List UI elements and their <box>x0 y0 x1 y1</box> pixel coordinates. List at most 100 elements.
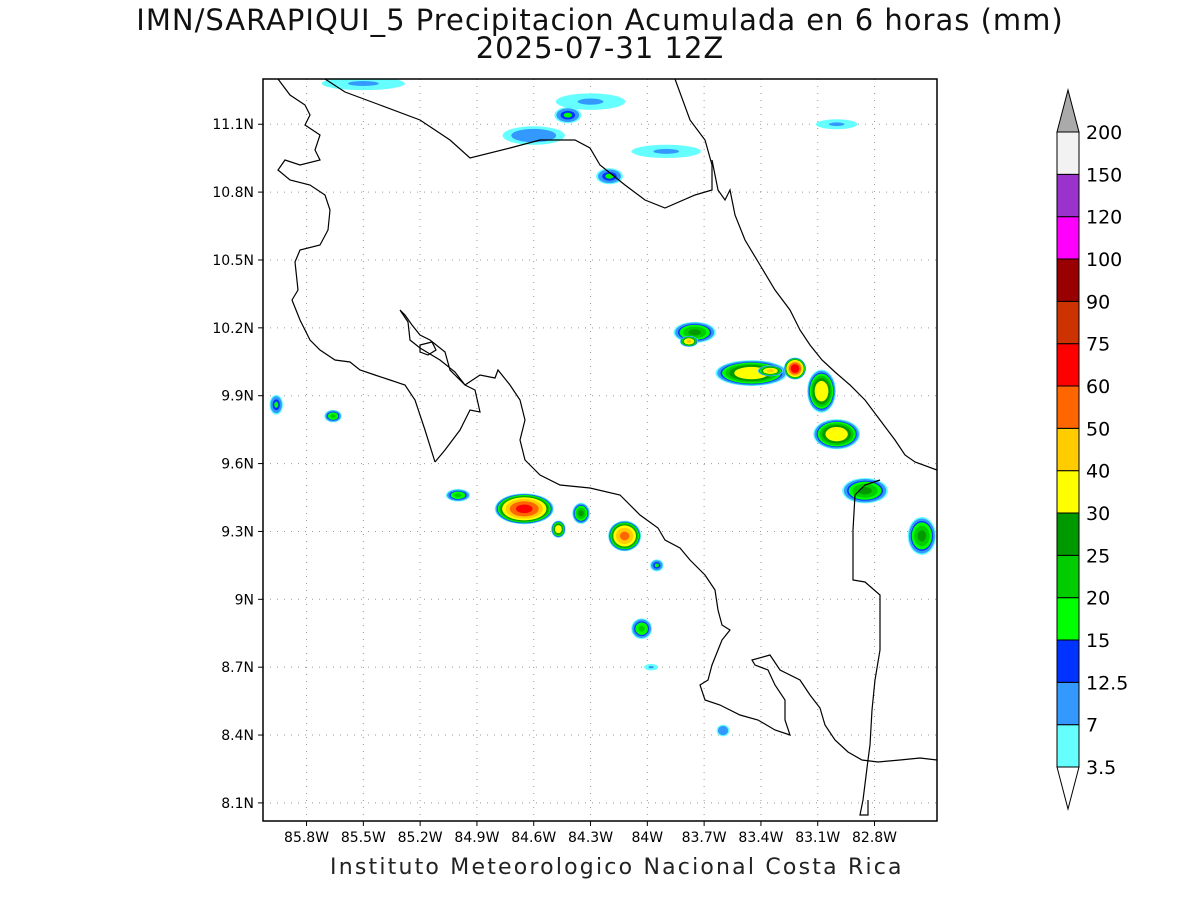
colorbar-label: 40 <box>1086 461 1110 483</box>
precip-cell <box>679 335 699 347</box>
precip-cell <box>842 478 889 504</box>
panama-border <box>852 479 881 816</box>
lat-tick-label: 8.7N <box>221 660 254 676</box>
precip-contour <box>858 487 872 495</box>
precip-cell <box>716 724 730 737</box>
precip-cell <box>445 489 471 502</box>
map-title: IMN/SARAPIQUI_5 Precipitacion Acumulada … <box>136 3 1064 37</box>
lon-tick-label: 84W <box>631 830 663 846</box>
colorbar-segment <box>1056 131 1080 175</box>
precip-cell <box>813 419 861 450</box>
lon-tick-label: 85.8W <box>284 830 329 846</box>
precip-cell <box>608 520 642 552</box>
nicaragua-border <box>324 79 713 209</box>
plot-background <box>263 79 937 821</box>
precip-cell <box>650 559 664 572</box>
precip-contour <box>605 173 614 179</box>
colorbar-under-arrow <box>1056 766 1080 811</box>
colorbar-label: 3.5 <box>1086 757 1116 779</box>
precip-contour <box>686 339 692 343</box>
colorbar-segment <box>1056 343 1080 387</box>
colorbar-label: 25 <box>1086 545 1110 567</box>
lat-tick-label: 9.3N <box>221 524 254 540</box>
lon-tick-label: 83.4W <box>738 830 783 846</box>
colorbar-label: 60 <box>1086 376 1110 398</box>
precip-cell <box>631 618 653 640</box>
precip-cell <box>631 144 701 159</box>
colorbar-segment <box>1056 639 1080 683</box>
map-subtitle-date: 2025-07-31 12Z <box>475 31 725 65</box>
precip-cell <box>807 369 836 413</box>
precipitation-field <box>269 79 936 737</box>
lat-tick-label: 11.1N <box>212 117 254 133</box>
colorbar-segment <box>1056 470 1080 514</box>
nicoya-island <box>419 341 437 356</box>
colorbar-label: 30 <box>1086 503 1110 525</box>
colorbar-segment <box>1056 512 1080 556</box>
precip-cell <box>596 168 623 185</box>
colorbar-label: 90 <box>1086 291 1110 313</box>
precip-cell <box>321 79 405 91</box>
nicoya-gulf <box>399 309 481 463</box>
precip-contour <box>554 525 562 534</box>
grid-lines <box>263 79 937 821</box>
lat-tick-label: 9.6N <box>221 457 254 473</box>
lon-tick-label: 82.8W <box>852 830 897 846</box>
lat-tick-label: 9.9N <box>221 389 254 405</box>
precip-contour <box>654 563 659 568</box>
pacific-coast-central <box>464 368 937 763</box>
caribbean-coast <box>711 159 937 471</box>
colorbar-label: 150 <box>1086 164 1122 186</box>
colorbar-legend: 3.5 7 12.5 15 20 25 30 40 50 60 75 90 100 120 150 200 <box>1056 88 1128 811</box>
precip-contour <box>825 426 848 442</box>
precip-contour <box>577 98 604 105</box>
lat-tick-label: 8.4N <box>221 728 254 744</box>
colorbar-segment <box>1056 173 1080 218</box>
colorbar-over-arrow <box>1056 88 1080 133</box>
precip-contour <box>638 625 645 632</box>
lon-tick-label: 84.9W <box>454 830 499 846</box>
precip-cell <box>494 493 554 525</box>
precip-cell <box>555 93 626 110</box>
precip-contour <box>814 380 829 402</box>
lat-tick-label: 8.1N <box>221 796 254 812</box>
lon-tick-label: 84.3W <box>568 830 613 846</box>
colorbar-label: 75 <box>1086 334 1110 356</box>
colorbar-segment <box>1056 681 1080 726</box>
lat-tick-label: 10.5N <box>212 253 254 269</box>
colorbar-label: 200 <box>1086 122 1122 144</box>
precip-contour <box>766 369 775 373</box>
lon-tick-label: 85.5W <box>341 830 386 846</box>
colorbar-segment <box>1056 427 1080 472</box>
lon-tick-label: 83.7W <box>682 830 727 846</box>
precip-cell <box>757 365 784 377</box>
lon-tick-label: 85.2W <box>398 830 443 846</box>
longitude-axis: 85.8W 85.5W 85.2W 84.9W 84.6W 84.3W 84W 83.7W 83… <box>284 821 897 846</box>
lat-tick-label: 9N <box>235 592 254 608</box>
precip-contour <box>511 128 557 143</box>
colorbar-segment <box>1056 216 1080 260</box>
plot-frame <box>262 78 938 822</box>
precip-contour <box>648 665 654 669</box>
colorbar-label: 50 <box>1086 418 1110 440</box>
colorbar-segment <box>1056 597 1080 641</box>
precip-contour <box>330 414 336 418</box>
precip-cell <box>907 516 936 555</box>
precip-contour <box>688 329 701 336</box>
precip-contour <box>717 725 729 736</box>
colorbar-segment <box>1056 385 1080 429</box>
colorbar-label: 100 <box>1086 249 1122 271</box>
lon-tick-label: 83.1W <box>795 830 840 846</box>
precip-contour <box>516 504 533 514</box>
precip-cell <box>815 119 858 130</box>
precip-contour <box>619 531 630 541</box>
precip-contour <box>653 148 680 154</box>
colorbar-segment <box>1056 554 1080 599</box>
precip-cell <box>644 663 659 671</box>
precip-cell <box>554 107 582 124</box>
precip-contour <box>828 122 845 127</box>
precip-cell <box>324 409 342 423</box>
colorbar-label: 20 <box>1086 588 1110 610</box>
latitude-axis: 11.1N 10.8N 10.5N 10.2N 9.9N 9.6N 9.3N 9N 8.7N 8.… <box>212 117 263 812</box>
precip-contour <box>347 81 379 86</box>
